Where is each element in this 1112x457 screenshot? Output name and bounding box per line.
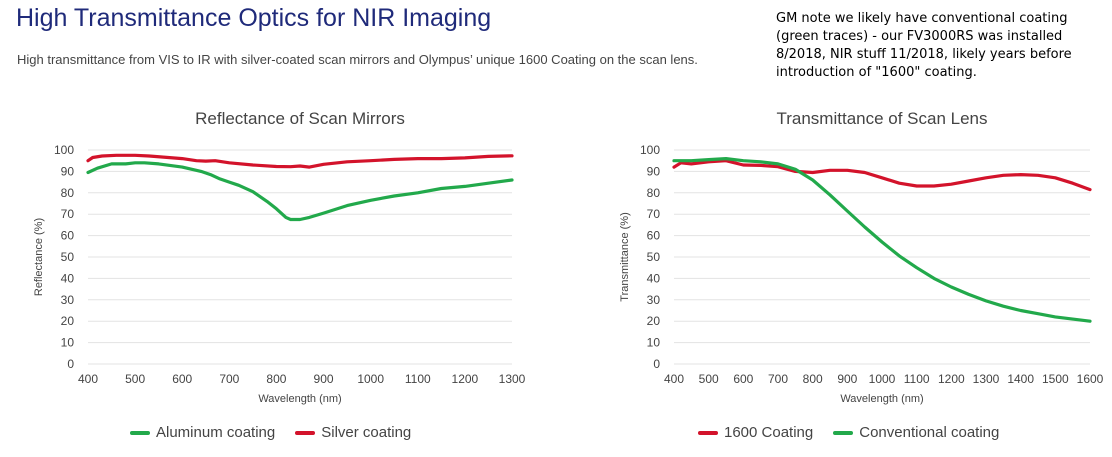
legend-label: Silver coating [321, 424, 412, 441]
note-line: introduction of "1600" coating. [776, 65, 977, 80]
legend-swatch [130, 430, 150, 435]
x-tick-label: 1000 [357, 372, 384, 386]
y-tick-label: 100 [54, 143, 74, 157]
legend-swatch [698, 430, 718, 435]
y-tick-label: 90 [647, 164, 661, 178]
x-tick-label: 800 [266, 372, 286, 386]
x-tick-label: 1400 [1007, 372, 1034, 386]
y-tick-label: 10 [61, 336, 75, 350]
x-tick-label: 700 [768, 372, 788, 386]
y-axis-label: Reflectance (%) [33, 218, 45, 296]
x-tick-label: 1600 [1077, 372, 1104, 386]
x-tick-label: 400 [664, 372, 684, 386]
x-tick-label: 1300 [499, 372, 526, 386]
y-tick-label: 70 [647, 207, 661, 221]
legend-item-conventional: Conventional coating [833, 424, 999, 441]
x-tick-label: 600 [172, 372, 192, 386]
x-axis-label: Wavelength (nm) [840, 393, 923, 405]
x-tick-label: 400 [78, 372, 98, 386]
note-line: (green traces) - our FV3000RS was instal… [776, 29, 1063, 44]
y-tick-label: 30 [647, 293, 661, 307]
series-line-aluminum-coating [86, 161, 514, 222]
y-tick-label: 10 [647, 336, 661, 350]
series-line-silver-coating [86, 153, 514, 169]
legend-item-aluminum: Aluminum coating [130, 424, 275, 441]
y-tick-label: 100 [640, 143, 660, 157]
x-tick-label: 600 [733, 372, 753, 386]
legend-item-1600: 1600 Coating [698, 424, 813, 441]
x-tick-label: 800 [803, 372, 823, 386]
legend-label: 1600 Coating [724, 424, 814, 441]
y-axis-label: Transmittance (%) [619, 212, 631, 301]
y-tick-label: 70 [61, 207, 75, 221]
legend-label: Conventional coating [859, 424, 1000, 441]
x-tick-label: 1200 [938, 372, 965, 386]
x-tick-label: 1200 [452, 372, 479, 386]
x-tick-label: 1100 [904, 372, 930, 386]
transmittance-legend: 1600 Coating Conventional coating [698, 424, 1019, 441]
legend-item-silver: Silver coating [295, 424, 411, 441]
y-tick-label: 0 [653, 357, 660, 371]
reflectance-chart: Reflectance of Scan Mirrors 0 10 20 30 40 50 60… [33, 109, 526, 405]
transmittance-chart: Transmittance of Scan Lens 0 10 20 30 40 50 60 7… [619, 109, 1104, 405]
note-text: GM note we likely have conventional coat… [776, 10, 1106, 82]
x-tick-label: 1300 [973, 372, 1000, 386]
y-tick-label: 20 [647, 314, 661, 328]
y-tick-label: 40 [61, 271, 75, 285]
note-line: GM note we likely have conventional coat… [776, 11, 1068, 26]
y-tick-label: 40 [647, 271, 661, 285]
y-tick-label: 90 [61, 164, 75, 178]
y-tick-label: 50 [647, 250, 661, 264]
x-tick-label: 1000 [869, 372, 896, 386]
x-tick-label: 900 [837, 372, 857, 386]
page-subtitle: High transmittance from VIS to IR with s… [17, 52, 698, 67]
x-tick-label: 500 [699, 372, 719, 386]
chart-title: Transmittance of Scan Lens [776, 109, 987, 128]
y-tick-label: 80 [647, 186, 661, 200]
y-tick-label: 60 [647, 229, 661, 243]
note-line: 8/2018, NIR stuff 11/2018, likely years … [776, 47, 1072, 62]
page-title: High Transmittance Optics for NIR Imagin… [16, 4, 492, 32]
x-tick-label: 1100 [405, 372, 431, 386]
x-tick-label: 500 [125, 372, 145, 386]
legend-swatch [295, 430, 316, 435]
chart-title: Reflectance of Scan Mirrors [195, 109, 405, 128]
series-line-conventional-coating [672, 157, 1092, 323]
y-tick-label: 20 [61, 314, 75, 328]
x-tick-label: 900 [314, 372, 334, 386]
legend-swatch [833, 430, 854, 435]
y-tick-label: 0 [67, 357, 74, 371]
y-tick-label: 60 [61, 229, 75, 243]
legend-label: Aluminum coating [156, 424, 276, 441]
y-tick-label: 80 [61, 186, 75, 200]
x-tick-label: 1500 [1042, 372, 1069, 386]
reflectance-legend: Aluminum coating Silver coating [130, 424, 431, 441]
x-axis-label: Wavelength (nm) [258, 393, 341, 405]
y-tick-label: 30 [61, 293, 75, 307]
y-tick-label: 50 [61, 250, 75, 264]
x-tick-label: 700 [219, 372, 239, 386]
series-line-1600-coating [672, 159, 1092, 192]
